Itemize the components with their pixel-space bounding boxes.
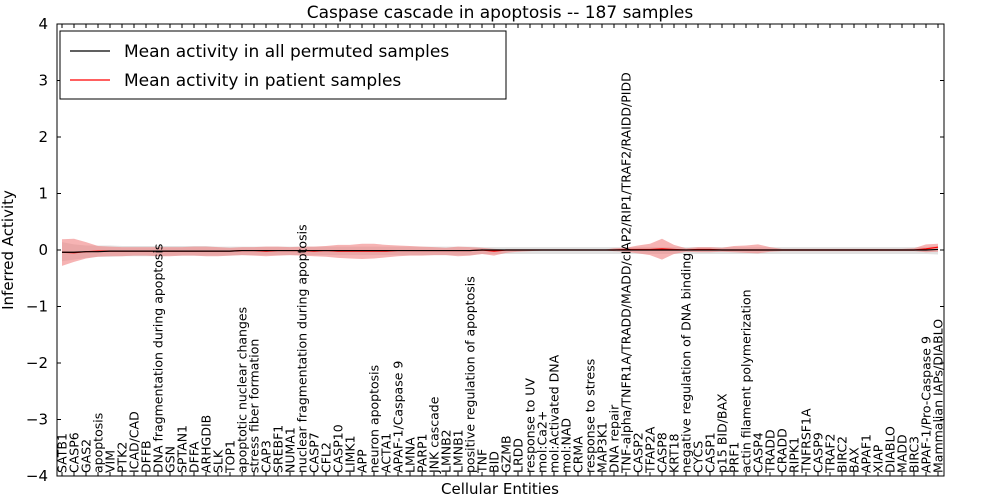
x-tick-label: LRDD: [511, 438, 526, 473]
x-tick-label: XIAP: [871, 444, 886, 473]
x-tick-label: TFAP2A: [643, 426, 658, 474]
x-tick-label: BIRC3: [907, 436, 922, 473]
x-tick-label: CASP8: [655, 432, 670, 473]
y-tick-label: 3: [38, 72, 48, 90]
x-tick-label: ACTA1: [379, 433, 394, 473]
x-tick-label: DFFB: [139, 440, 154, 473]
x-tick-label: ARHGDIB: [199, 415, 214, 473]
x-tick-label: BIRC2: [835, 436, 850, 473]
x-tick-label: LIMK1: [343, 435, 358, 473]
series-lines: [61, 246, 939, 254]
x-tick-label: TRAF2: [823, 433, 838, 474]
chart-title: Caspase cascade in apoptosis -- 187 samp…: [307, 3, 694, 23]
x-tick-label: RIPK1: [787, 437, 802, 473]
x-tick-label: PRF1: [727, 442, 742, 473]
x-tick-label: PTK2: [115, 442, 130, 473]
x-tick-label: MAP3K1: [595, 422, 610, 473]
x-tick-label: SPTAN1: [175, 425, 190, 473]
x-tick-label: MADD: [895, 434, 910, 473]
confidence-bands: [62, 238, 938, 266]
x-tick-label: CYCS: [691, 441, 706, 473]
x-tick-label: DIABLO: [883, 426, 898, 473]
x-tick-label: TNF-alpha/TNFR1A/TRADD/MADD/cIAP2/RIP1/T…: [619, 72, 634, 474]
x-tick-label: APAF-1/Pro-Caspase 9: [919, 336, 934, 473]
x-tick-label: CASP7: [307, 432, 322, 473]
x-tick-label: apoptotic nuclear changes: [235, 307, 250, 473]
x-tick-label: DNA repair: [607, 404, 622, 473]
x-tick-label: CASP2: [631, 432, 646, 473]
x-tick-label: TNFRSF1A: [799, 408, 814, 474]
legend-box: [59, 30, 507, 100]
x-tick-label: CASP10: [331, 424, 346, 473]
x-tick-label: nuclear fragmentation during apoptosis: [295, 224, 310, 473]
x-tick-label: SLK: [211, 449, 226, 473]
x-tick-label: response to stress: [583, 359, 598, 473]
x-tick-label: LMNB1: [451, 429, 466, 473]
x-tick-label: PARP1: [415, 434, 430, 473]
x-tick-label: BAX: [847, 447, 862, 473]
x-tick-label: BID: [487, 451, 502, 473]
x-tick-label: NUMA1: [283, 427, 298, 473]
y-tick-label: 4: [38, 15, 48, 33]
legend-label-patient: Mean activity in patient samples: [124, 71, 401, 91]
x-tick-label: neuron apoptosis: [367, 365, 382, 473]
x-tick-label: APAF-1/Caspase 9: [391, 361, 406, 473]
y-tick-label: −4: [26, 467, 48, 485]
x-tick-labels: SATB1CASP6GAS2apoptosisVIMPTK2ICAD/CADDF…: [55, 72, 946, 474]
series-band-1: [62, 238, 938, 266]
y-tick-label: −2: [26, 354, 48, 372]
x-tick-label: LMNB2: [439, 429, 454, 473]
x-tick-label: CASP9: [811, 432, 826, 473]
x-tick-label: CFL2: [319, 442, 334, 473]
x-tick-label: SATB1: [55, 433, 70, 473]
x-tick-label: TOP1: [223, 440, 238, 474]
x-tick-label: TNF: [475, 449, 490, 474]
x-tick-label: SREBF1: [271, 425, 286, 473]
x-tick-label: CASP6: [67, 432, 82, 473]
x-tick-label: DFFA: [187, 441, 202, 473]
x-tick-label: CASP1: [703, 432, 718, 473]
x-tick-label: GSN: [163, 446, 178, 473]
x-tick-label: positive regulation of apoptosis: [463, 276, 478, 473]
x-tick-label: KRT18: [667, 433, 682, 473]
x-tick-label: APAF1: [859, 434, 874, 473]
x-tick-label: negative regulation of DNA binding: [679, 253, 694, 473]
x-tick-label: CASP4: [751, 432, 766, 473]
x-tick-label: GAS2: [79, 439, 94, 473]
x-tick-label: response to UV: [523, 378, 538, 473]
plot-frame: [56, 23, 945, 477]
x-tick-label: VIM: [103, 450, 118, 473]
y-axis-label: Inferred Activity: [0, 190, 17, 310]
axis-ticks: [57, 23, 944, 477]
x-tick-label: apoptosis: [91, 413, 106, 473]
series-line-0: [62, 248, 939, 253]
x-tick-label: APP: [355, 449, 370, 473]
x-tick-label: actin filament polymerization: [739, 289, 754, 473]
x-tick-label: Mammalian IAPs/DIABLO: [931, 319, 946, 473]
x-tick-label: JNK cascade: [427, 396, 442, 474]
x-tick-label: stress fiber formation: [247, 339, 262, 473]
x-tick-label: LMNA: [403, 437, 418, 473]
x-tick-label: CAP3: [259, 440, 274, 473]
legend-label-permuted: Mean activity in all permuted samples: [124, 42, 449, 62]
x-tick-label: mol:NAD: [559, 418, 574, 473]
y-tick-label: −1: [26, 298, 48, 316]
x-axis-label: Cellular Entities: [441, 480, 559, 498]
y-tick-label: 2: [38, 128, 48, 146]
y-tick-label: 1: [38, 185, 48, 203]
y-tick-label: 0: [38, 241, 48, 259]
x-tick-label: CRADD: [775, 428, 790, 473]
x-tick-label: CRMA: [571, 436, 586, 473]
x-tick-label: mol:Ca2+: [535, 411, 550, 473]
x-tick-label: p15 BID/BAX: [715, 393, 730, 473]
x-tick-label: ICAD/CAD: [127, 411, 142, 473]
x-tick-label: TRADD: [763, 429, 778, 474]
legend: Mean activity in all permuted samples Me…: [59, 30, 507, 100]
y-tick-labels: −4 −3 −2 −1 0 1 2 3 4: [26, 15, 48, 485]
x-tick-label: mol:Activated DNA: [547, 354, 562, 473]
y-tick-label: −3: [26, 411, 48, 429]
x-tick-label: DNA fragmentation during apoptosis: [151, 244, 166, 473]
x-tick-label: GZMB: [499, 435, 514, 473]
